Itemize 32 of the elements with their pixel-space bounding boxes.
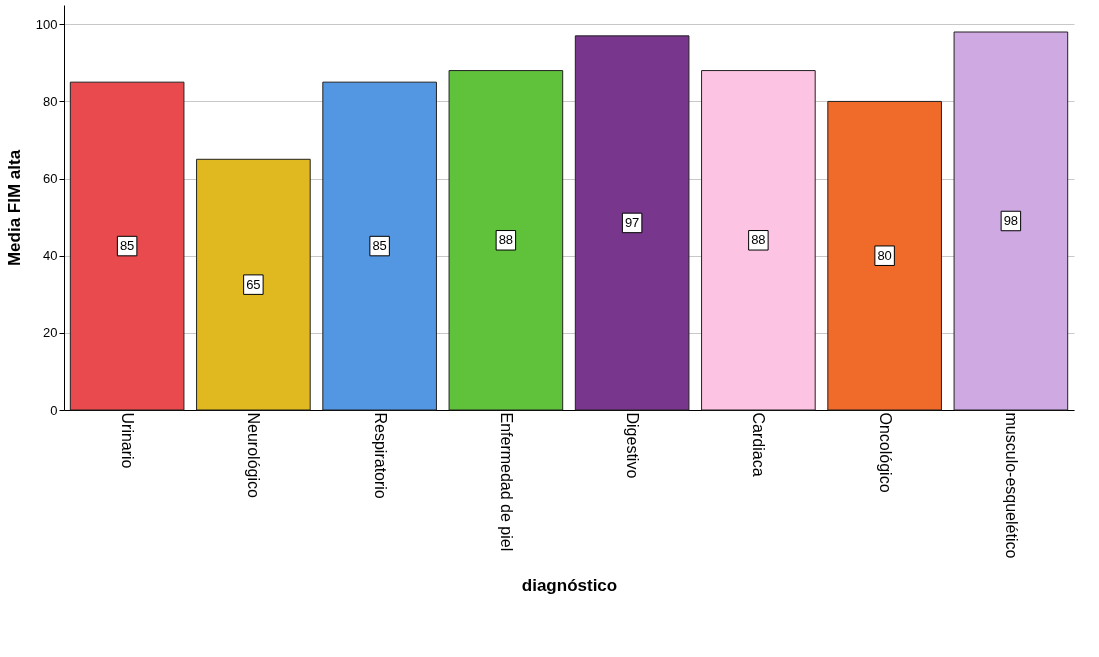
y-tick-label: 20 (43, 325, 58, 341)
x-axis-title: diagnóstico (521, 576, 618, 596)
bar (827, 100, 942, 411)
x-tick-label: Enfermedad de piel (497, 412, 515, 552)
y-tick-label: 40 (43, 248, 58, 264)
data-label: 65 (246, 276, 261, 292)
bar (448, 70, 564, 411)
x-tick-label: Oncológico (876, 412, 894, 493)
x-tick-label: Urinario (119, 412, 137, 469)
bar (574, 35, 690, 411)
bar (322, 81, 437, 411)
x-tick-label: musculo-esquelético (1002, 412, 1020, 559)
data-label: 98 (1003, 213, 1019, 228)
x-tick-label: Digestivo (624, 412, 642, 479)
bar (953, 31, 1069, 411)
x-tick-label: Respiratorio (371, 412, 389, 499)
y-axis-title: Media FIM alta (4, 149, 24, 267)
y-tick-label: 100 (35, 16, 58, 32)
bar (69, 81, 185, 411)
data-label: 85 (119, 238, 135, 254)
data-label: 97 (624, 214, 640, 230)
y-tick-label: 80 (43, 93, 58, 109)
data-label: 88 (498, 232, 514, 248)
x-tick-label: Neurológico (245, 412, 263, 498)
data-label: 80 (877, 247, 892, 263)
y-tick-label: 0 (50, 402, 58, 418)
x-tick-label: Cardiaca (750, 412, 768, 477)
data-label: 85 (372, 238, 387, 254)
bar (701, 70, 816, 411)
data-label: 88 (751, 232, 766, 248)
y-tick-label: 60 (43, 171, 58, 187)
bar (196, 158, 311, 411)
